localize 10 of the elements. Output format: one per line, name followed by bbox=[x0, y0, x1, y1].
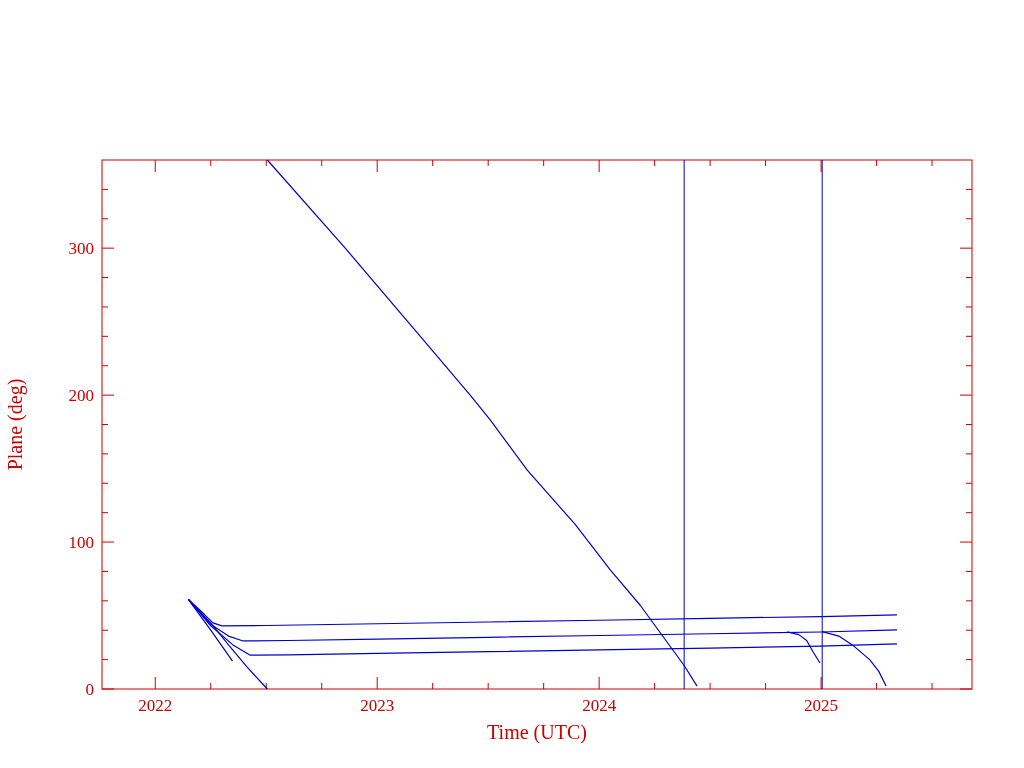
x-tick-label: 2025 bbox=[804, 696, 839, 715]
y-axis-title: Plane (deg) bbox=[4, 378, 27, 471]
y-tick-label: 0 bbox=[85, 680, 94, 699]
x-tick-label: 2023 bbox=[360, 696, 395, 715]
x-tick-label: 2022 bbox=[138, 696, 173, 715]
x-tick-label: 2024 bbox=[582, 696, 617, 715]
y-tick-label: 200 bbox=[68, 386, 94, 406]
x-axis-title: Time (UTC) bbox=[487, 721, 587, 744]
y-tick-label: 300 bbox=[68, 239, 94, 259]
y-tick-label: 100 bbox=[68, 533, 94, 553]
